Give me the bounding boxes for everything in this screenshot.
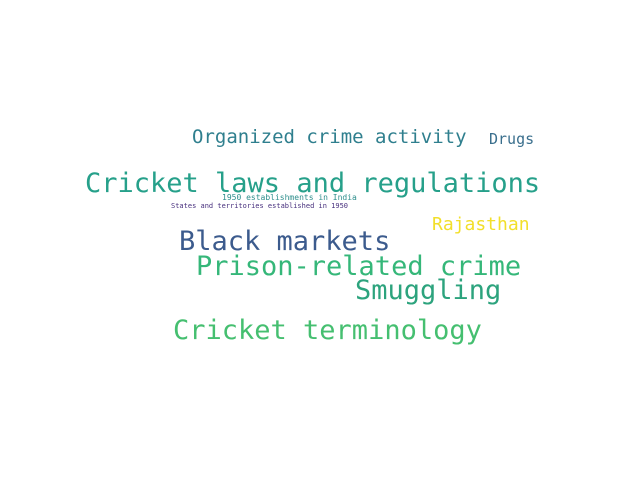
word-cricket-laws-and-regulations: Cricket laws and regulations [85, 168, 541, 199]
word-prison-related-crime: Prison-related crime [196, 251, 522, 282]
word-cricket-terminology: Cricket terminology [173, 315, 482, 346]
word-drugs: Drugs [489, 130, 535, 148]
word-1950-establishments-in-india: 1950 establishments in India [222, 193, 357, 202]
word-black-markets: Black markets [179, 226, 391, 257]
word-smuggling: Smuggling [355, 275, 502, 306]
word-rajasthan: Rajasthan [432, 214, 530, 235]
word-states-and-territories-established-in-1950: States and territories established in 19… [171, 202, 349, 210]
word-organized-crime-activity: Organized crime activity [192, 126, 467, 148]
